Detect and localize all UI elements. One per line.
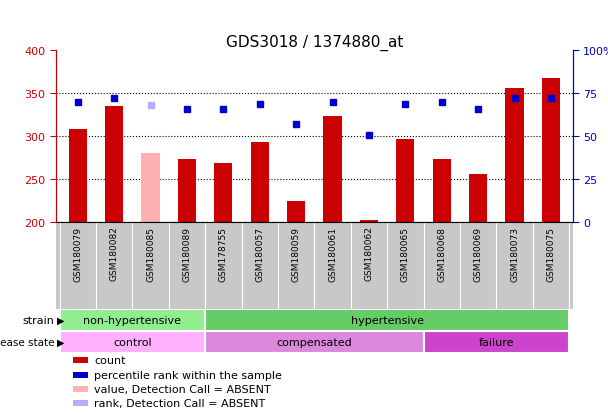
Bar xyxy=(142,154,160,223)
Bar xyxy=(433,160,451,223)
Text: GSM180073: GSM180073 xyxy=(510,226,519,281)
Text: GSM180065: GSM180065 xyxy=(401,226,410,281)
Text: ▶: ▶ xyxy=(57,337,64,347)
Title: GDS3018 / 1374880_at: GDS3018 / 1374880_at xyxy=(226,35,403,51)
Bar xyxy=(424,331,569,353)
Text: GSM180069: GSM180069 xyxy=(474,226,483,281)
Text: GSM180059: GSM180059 xyxy=(292,226,300,281)
Text: non-hypertensive: non-hypertensive xyxy=(83,315,181,325)
Bar xyxy=(505,89,523,223)
Text: GSM180075: GSM180075 xyxy=(547,226,555,281)
Bar xyxy=(69,130,87,223)
Bar xyxy=(323,117,342,223)
Bar xyxy=(250,143,269,223)
Bar xyxy=(105,107,123,223)
Bar xyxy=(360,220,378,223)
Text: rank, Detection Call = ABSENT: rank, Detection Call = ABSENT xyxy=(94,399,266,408)
Bar xyxy=(73,357,88,363)
Bar xyxy=(214,164,232,223)
Text: hypertensive: hypertensive xyxy=(351,315,424,325)
Text: disease state: disease state xyxy=(0,337,55,347)
Text: GSM178755: GSM178755 xyxy=(219,226,228,281)
Bar xyxy=(542,78,560,223)
Text: GSM180079: GSM180079 xyxy=(74,226,82,281)
Text: strain: strain xyxy=(23,315,55,325)
Text: GSM180062: GSM180062 xyxy=(364,226,373,281)
Text: GSM180082: GSM180082 xyxy=(109,226,119,281)
Text: value, Detection Call = ABSENT: value, Detection Call = ABSENT xyxy=(94,384,271,394)
Text: GSM180089: GSM180089 xyxy=(182,226,192,281)
Text: count: count xyxy=(94,355,126,365)
Bar xyxy=(60,309,205,331)
Text: percentile rank within the sample: percentile rank within the sample xyxy=(94,370,282,380)
Bar xyxy=(73,372,88,377)
Text: GSM180061: GSM180061 xyxy=(328,226,337,281)
Bar xyxy=(178,160,196,223)
Bar xyxy=(73,401,88,406)
Text: compensated: compensated xyxy=(277,337,352,347)
Bar xyxy=(60,331,205,353)
Bar xyxy=(205,309,569,331)
Bar xyxy=(469,175,487,223)
Text: GSM180057: GSM180057 xyxy=(255,226,264,281)
Text: ▶: ▶ xyxy=(57,315,64,325)
Text: failure: failure xyxy=(478,337,514,347)
Bar xyxy=(396,140,415,223)
Text: GSM180085: GSM180085 xyxy=(146,226,155,281)
Bar xyxy=(287,201,305,223)
Text: GSM180068: GSM180068 xyxy=(437,226,446,281)
Bar xyxy=(73,386,88,392)
Text: control: control xyxy=(113,337,151,347)
Bar xyxy=(205,331,424,353)
